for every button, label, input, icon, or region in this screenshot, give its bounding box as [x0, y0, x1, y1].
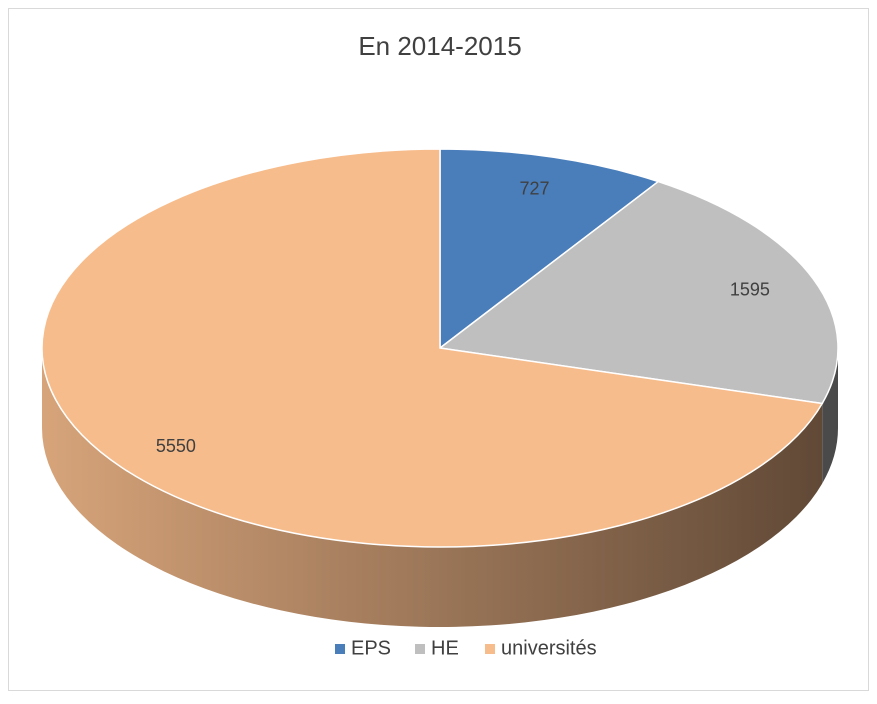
data-label: 1595	[730, 279, 770, 299]
legend-label: HE	[431, 637, 459, 659]
slice	[41, 148, 824, 548]
data-label: 5550	[156, 436, 196, 456]
slice	[438, 180, 839, 405]
legend-swatch	[335, 644, 345, 654]
legend-swatch	[415, 644, 425, 654]
chart-title: En 2014-2015	[358, 31, 521, 61]
slice-side	[822, 348, 838, 484]
legend-label: universités	[501, 637, 597, 659]
slice	[439, 148, 660, 350]
slice-side	[42, 348, 823, 628]
data-label: 727	[519, 178, 549, 198]
legend-swatch	[485, 644, 495, 654]
legend-label: EPS	[351, 637, 391, 659]
